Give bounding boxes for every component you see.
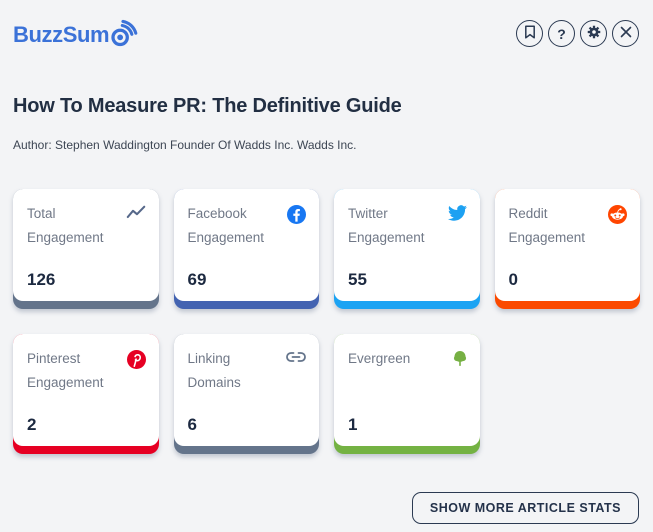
- facebook-icon: [287, 205, 306, 224]
- stat-card-twitter-engagement: Twitter Engagement 55: [334, 189, 480, 309]
- stat-value: 1: [348, 415, 358, 434]
- close-button[interactable]: [612, 20, 639, 47]
- stat-value: 55: [348, 270, 367, 289]
- question-icon: ?: [557, 25, 566, 42]
- link-icon: [286, 350, 306, 364]
- twitter-icon: [447, 205, 467, 221]
- help-button[interactable]: ?: [548, 20, 575, 47]
- stat-label: Reddit Engagement: [508, 206, 586, 245]
- stat-label: Linking Domains: [187, 351, 241, 390]
- reddit-icon: [608, 205, 627, 224]
- top-bar: BuzzSum ?: [0, 0, 653, 48]
- stat-value: 0: [508, 270, 518, 289]
- stat-card-evergreen: Evergreen 1: [334, 334, 480, 454]
- stat-label: Pinterest Engagement: [27, 351, 104, 390]
- gear-icon: [586, 24, 602, 43]
- stat-label: Facebook Engagement: [187, 206, 265, 245]
- stat-value: 126: [27, 270, 56, 289]
- stat-card-facebook-engagement: Facebook Engagement 69: [173, 189, 319, 309]
- stat-value: 6: [187, 415, 197, 434]
- stat-value: 69: [187, 270, 207, 289]
- header-actions: ?: [516, 20, 639, 47]
- stat-card-pinterest-engagement: Pinterest Engagement 2: [13, 334, 159, 454]
- buzzsumo-logo[interactable]: BuzzSum: [13, 19, 138, 48]
- bookmark-button[interactable]: [516, 20, 543, 47]
- stat-card-total-engagement: Total Engagement 126: [13, 189, 159, 309]
- trend-icon: [126, 205, 146, 219]
- show-more-article-stats-button[interactable]: SHOW MORE ARTICLE STATS: [411, 492, 639, 524]
- stat-card-reddit-engagement: Reddit Engagement 0: [494, 189, 640, 309]
- stat-card-linking-domains: Linking Domains 6: [173, 334, 319, 454]
- pinterest-icon: [126, 350, 146, 369]
- settings-button[interactable]: [580, 20, 607, 47]
- bookmark-icon: [524, 25, 536, 42]
- footer-bar: SHOW MORE ARTICLE STATS: [14, 492, 639, 524]
- logo-signal-o-icon: [109, 19, 138, 48]
- stats-grid: Total Engagement 126 Facebook Engagement: [13, 189, 640, 454]
- close-icon: [620, 26, 632, 41]
- stat-value: 2: [27, 415, 37, 434]
- logo-wordmark: BuzzSum: [13, 22, 110, 47]
- article-title: How To Measure PR: The Definitive Guide: [13, 95, 402, 117]
- article-author: Author: Stephen Waddington Founder Of Wa…: [13, 138, 357, 152]
- stat-label: Total Engagement: [27, 206, 104, 245]
- stat-label: Twitter Engagement: [348, 206, 425, 245]
- stat-label: Evergreen: [348, 351, 411, 366]
- tree-icon: [453, 350, 467, 368]
